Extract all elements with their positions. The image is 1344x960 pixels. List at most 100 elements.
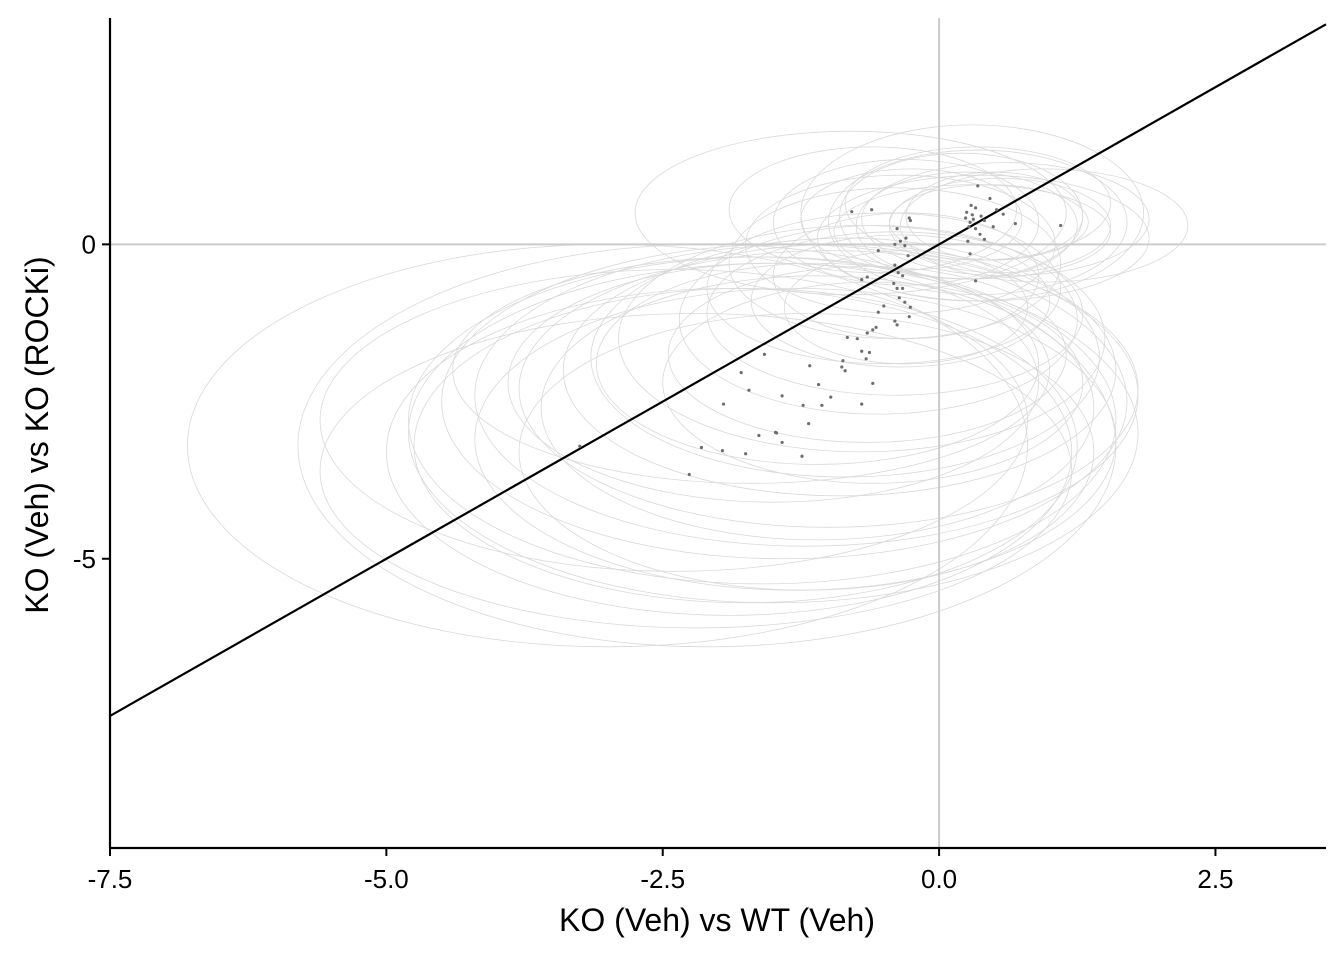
data-points [578, 184, 1063, 477]
data-point [757, 433, 761, 438]
data-point [898, 239, 903, 243]
data-point [967, 225, 971, 229]
data-point [747, 388, 751, 392]
confidence-ellipse [319, 313, 1073, 629]
confidence-ellipses [186, 124, 1189, 648]
confidence-ellipse [618, 225, 1106, 453]
confidence-ellipse [319, 269, 1028, 572]
data-point [901, 274, 905, 278]
data-point [845, 335, 849, 340]
data-point [973, 206, 978, 210]
data-point [892, 281, 896, 285]
data-point [816, 382, 821, 387]
x-tick-label: 0.0 [921, 864, 957, 894]
confidence-ellipse [518, 313, 1095, 591]
data-point [908, 305, 912, 309]
data-point [982, 237, 987, 241]
data-point [840, 365, 844, 369]
data-point [895, 227, 899, 231]
data-point [687, 472, 691, 477]
data-point [908, 218, 912, 223]
data-point [865, 275, 869, 279]
data-point [860, 402, 864, 406]
data-point [867, 350, 872, 355]
data-point [976, 184, 980, 188]
confidence-ellipse [772, 159, 1039, 286]
data-point [893, 263, 897, 267]
confidence-ellipse [385, 287, 1073, 616]
data-point [1013, 222, 1017, 226]
identity-diagonal-line [109, 23, 1327, 717]
x-tick-label: -5.0 [364, 864, 409, 894]
data-point [860, 349, 864, 353]
data-point [964, 216, 968, 220]
data-point [895, 323, 899, 327]
y-tick-label: 0 [82, 229, 96, 259]
x-tick-label: 2.5 [1197, 864, 1233, 894]
confidence-ellipse [590, 237, 1100, 478]
x-tick-label: -2.5 [640, 864, 685, 894]
data-point [897, 296, 901, 300]
data-point [876, 249, 880, 253]
data-point [870, 208, 874, 212]
data-point [699, 445, 704, 450]
confidence-ellipse [507, 262, 1039, 503]
data-point [800, 454, 804, 458]
confidence-ellipse [667, 265, 1067, 443]
confidence-ellipse [452, 256, 1051, 484]
data-point [965, 210, 969, 214]
data-point [841, 359, 845, 363]
data-point [874, 325, 878, 329]
data-point [871, 381, 875, 385]
data-point [991, 225, 995, 229]
data-point [1001, 212, 1005, 216]
data-point [969, 203, 973, 207]
data-point [982, 218, 987, 223]
confidence-ellipse [783, 250, 1028, 365]
data-point [971, 217, 975, 221]
data-point [1059, 223, 1063, 228]
data-point [780, 394, 784, 398]
data-point [855, 337, 859, 341]
confidence-ellipse [817, 174, 1150, 302]
data-point [864, 357, 868, 361]
confidence-ellipse [800, 168, 1023, 270]
y-tick-label: -5 [73, 544, 96, 574]
data-point [966, 239, 970, 243]
confidence-ellipse [408, 256, 1117, 585]
x-axis-title: KO (Veh) vs WT (Veh) [559, 902, 875, 938]
data-point [739, 371, 743, 375]
data-point [865, 331, 869, 335]
data-point [850, 210, 854, 214]
data-point [871, 328, 875, 332]
data-point [744, 452, 748, 456]
data-point [978, 232, 982, 236]
y-axis-title: KO (Veh) vs KO (ROCKi) [19, 256, 55, 613]
data-point [970, 213, 974, 217]
confidence-ellipse [900, 168, 1189, 283]
data-point [762, 352, 767, 357]
data-point [882, 304, 886, 308]
data-point [994, 208, 999, 212]
data-point [904, 236, 908, 240]
data-point [907, 315, 911, 319]
data-point [808, 364, 812, 368]
data-point [896, 271, 900, 275]
data-point [895, 286, 899, 290]
confidence-ellipse [297, 243, 1117, 648]
data-point [893, 319, 897, 323]
data-point [906, 254, 910, 258]
x-axis-ticks: -7.5 -5.0 -2.5 0.0 2.5 [88, 848, 1234, 894]
data-point [820, 403, 824, 407]
data-point [893, 242, 897, 246]
y-axis-ticks: 0 -5 [73, 229, 110, 574]
confidence-ellipse [596, 262, 1039, 465]
data-point [860, 277, 864, 282]
data-point [979, 214, 983, 218]
data-point [829, 395, 833, 399]
data-point [968, 252, 972, 256]
data-point [774, 431, 779, 435]
data-point [801, 403, 805, 407]
data-point [578, 444, 582, 448]
